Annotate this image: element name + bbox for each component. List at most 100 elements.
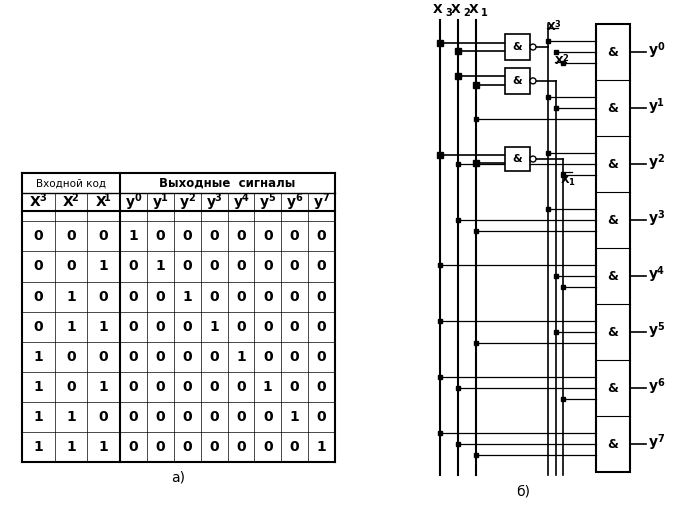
Text: y: y — [260, 195, 270, 209]
Text: 0: 0 — [316, 229, 327, 243]
Text: 3: 3 — [657, 210, 664, 220]
Text: 0: 0 — [155, 229, 165, 243]
Text: 2: 2 — [188, 193, 195, 204]
Text: y: y — [314, 195, 323, 209]
Text: 6: 6 — [295, 193, 302, 204]
Text: 0: 0 — [155, 380, 165, 394]
Text: 4: 4 — [657, 266, 664, 276]
Polygon shape — [505, 146, 530, 172]
Text: X: X — [561, 175, 570, 186]
Text: 0: 0 — [236, 229, 246, 243]
Text: 0: 0 — [128, 440, 139, 454]
Text: 1: 1 — [33, 350, 43, 364]
Text: 0: 0 — [209, 229, 219, 243]
Text: 0: 0 — [209, 350, 219, 364]
Text: 0: 0 — [236, 320, 246, 334]
Text: 0: 0 — [183, 440, 192, 454]
Text: 1: 1 — [66, 410, 76, 424]
Text: &: & — [608, 46, 619, 59]
Text: 0: 0 — [183, 410, 192, 424]
Text: y: y — [180, 195, 189, 209]
Text: &: & — [608, 158, 619, 171]
Text: 0: 0 — [316, 289, 327, 304]
Text: 1: 1 — [66, 440, 76, 454]
Text: y: y — [206, 195, 215, 209]
Text: X: X — [30, 195, 41, 209]
Text: 1: 1 — [98, 260, 109, 273]
Text: &: & — [608, 438, 619, 451]
Text: 3: 3 — [445, 8, 452, 18]
Text: 1: 1 — [98, 380, 109, 394]
Text: 0: 0 — [316, 380, 327, 394]
Text: y: y — [153, 195, 162, 209]
Text: 6: 6 — [657, 378, 664, 388]
Text: 0: 0 — [236, 260, 246, 273]
Text: 1: 1 — [568, 178, 574, 188]
Text: y: y — [649, 155, 658, 169]
Text: 0: 0 — [183, 320, 192, 334]
Text: 0: 0 — [128, 260, 139, 273]
Text: y: y — [649, 435, 658, 449]
Text: 0: 0 — [155, 320, 165, 334]
Text: y: y — [649, 379, 658, 393]
Text: 0: 0 — [263, 229, 273, 243]
Text: 1: 1 — [66, 289, 76, 304]
Text: 0: 0 — [155, 440, 165, 454]
Text: 1: 1 — [183, 289, 192, 304]
Text: 0: 0 — [209, 289, 219, 304]
Text: 0: 0 — [290, 380, 299, 394]
Text: &: & — [608, 102, 619, 115]
Text: &: & — [608, 382, 619, 395]
Polygon shape — [505, 34, 530, 60]
Text: 3: 3 — [215, 193, 221, 204]
Text: 1: 1 — [316, 440, 327, 454]
Text: 1: 1 — [263, 380, 273, 394]
Text: 0: 0 — [209, 410, 219, 424]
Text: 0: 0 — [155, 289, 165, 304]
Text: 5: 5 — [268, 193, 275, 204]
Text: 1: 1 — [657, 98, 664, 108]
Text: 0: 0 — [99, 410, 109, 424]
Text: 0: 0 — [183, 380, 192, 394]
Text: 0: 0 — [128, 380, 139, 394]
Text: 0: 0 — [209, 260, 219, 273]
Text: &: & — [513, 42, 522, 52]
Text: X: X — [95, 195, 106, 209]
Text: 0: 0 — [128, 350, 139, 364]
Text: 0: 0 — [290, 289, 299, 304]
Text: 0: 0 — [99, 289, 109, 304]
Text: 0: 0 — [263, 350, 273, 364]
Text: X: X — [547, 22, 555, 32]
Text: y: y — [649, 267, 658, 281]
Text: 0: 0 — [99, 229, 109, 243]
Text: y: y — [649, 323, 658, 337]
Text: 0: 0 — [236, 380, 246, 394]
Text: 5: 5 — [657, 322, 664, 332]
Text: 0: 0 — [236, 440, 246, 454]
Text: 0: 0 — [33, 289, 43, 304]
Text: &: & — [513, 154, 522, 164]
Text: 0: 0 — [66, 229, 76, 243]
Text: 0: 0 — [657, 42, 664, 52]
Circle shape — [530, 78, 536, 84]
Text: 0: 0 — [66, 380, 76, 394]
Text: 0: 0 — [209, 380, 219, 394]
Text: y: y — [649, 211, 658, 225]
Text: 0: 0 — [155, 410, 165, 424]
Text: 2: 2 — [71, 193, 78, 204]
Text: 1: 1 — [155, 260, 165, 273]
Text: 0: 0 — [33, 229, 43, 243]
Text: 4: 4 — [242, 193, 249, 204]
Text: 0: 0 — [290, 440, 299, 454]
Text: 1: 1 — [98, 440, 109, 454]
Text: y: y — [234, 195, 242, 209]
Text: &: & — [608, 326, 619, 339]
Text: &: & — [608, 214, 619, 227]
Text: 1: 1 — [161, 193, 168, 204]
Text: б): б) — [516, 484, 530, 498]
Text: Входной код: Входной код — [36, 178, 106, 189]
Text: 1: 1 — [66, 320, 76, 334]
Text: y: y — [649, 43, 658, 57]
Text: 0: 0 — [263, 289, 273, 304]
Text: 7: 7 — [657, 434, 664, 444]
